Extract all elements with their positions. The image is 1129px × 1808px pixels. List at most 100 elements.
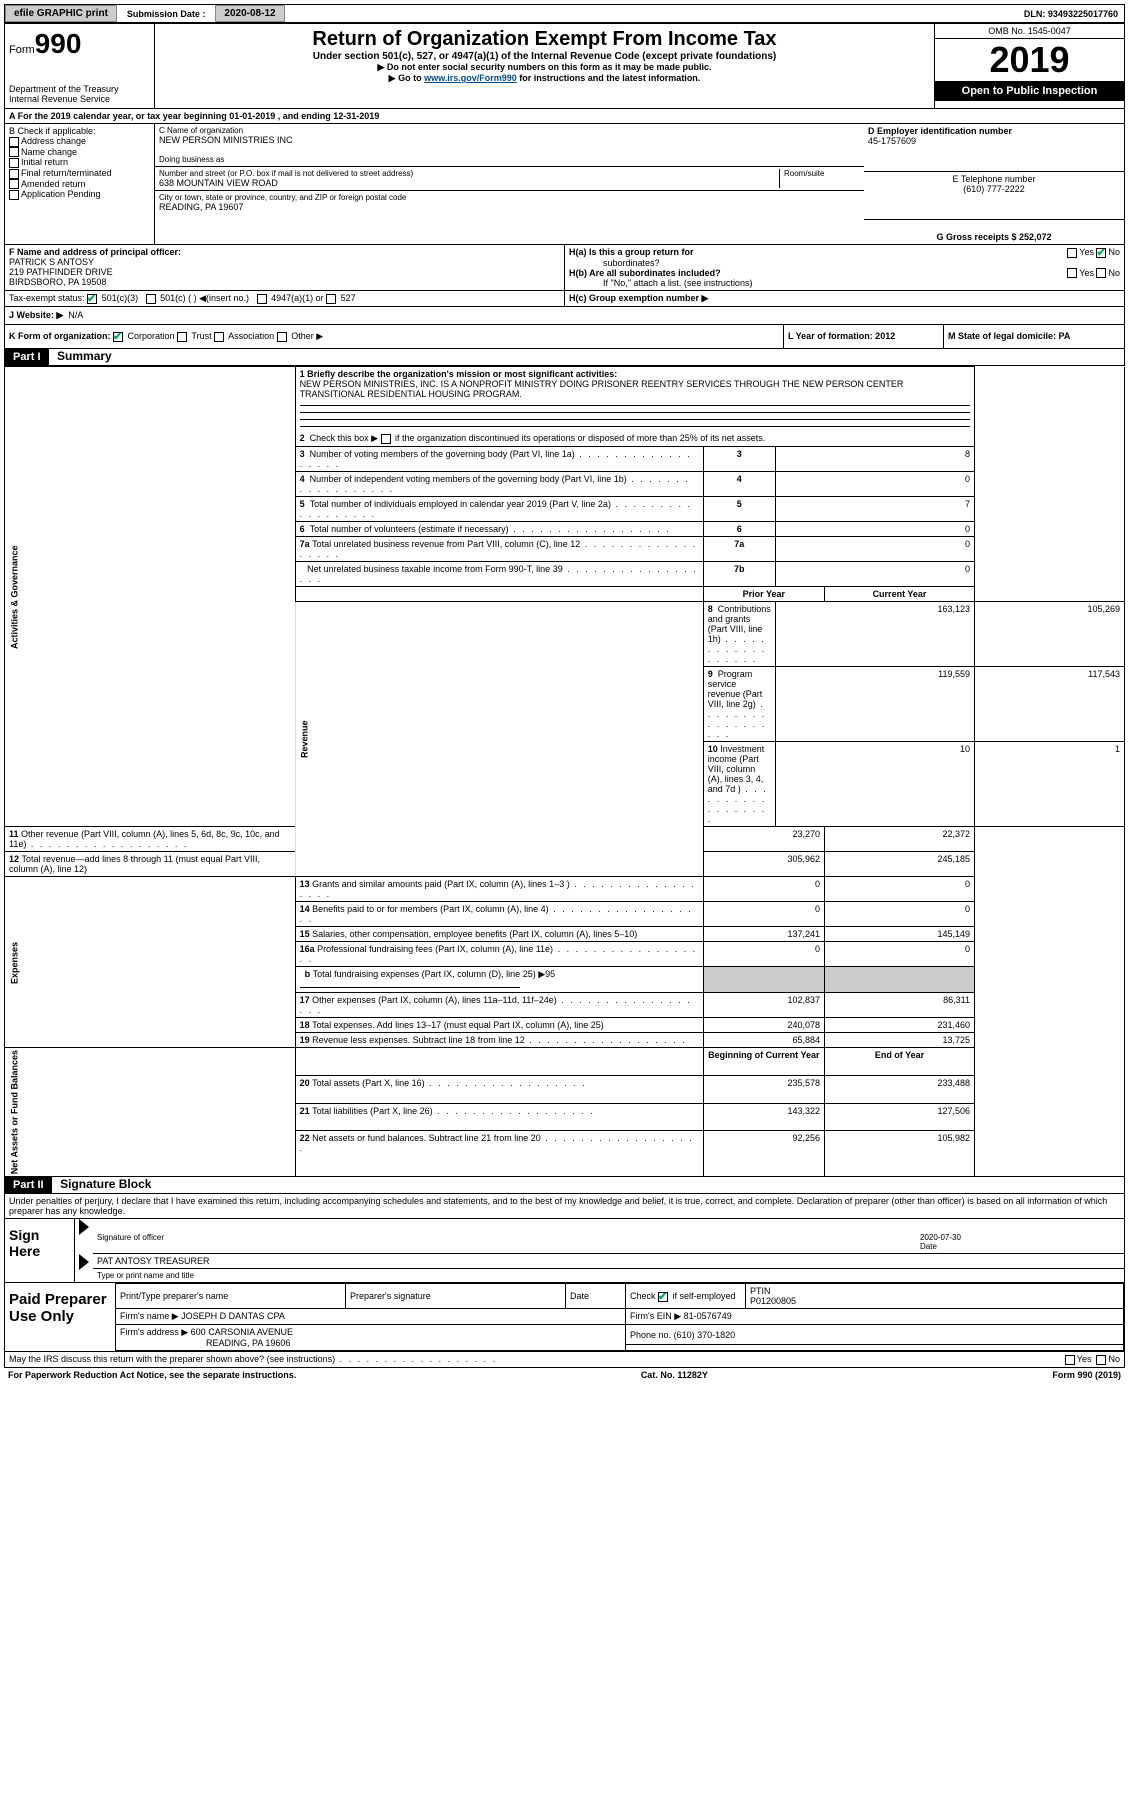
checkbox-assoc[interactable] bbox=[214, 332, 224, 342]
checkbox-hb-no[interactable] bbox=[1096, 268, 1106, 278]
hb-sub: If "No," attach a list. (see instruction… bbox=[569, 278, 1120, 288]
website-value: N/A bbox=[68, 310, 83, 320]
org-name-label: C Name of organization bbox=[159, 126, 860, 135]
section-bcd: B Check if applicable: Address change Na… bbox=[4, 124, 1125, 245]
firm-addr-label: Firm's address ▶ bbox=[120, 1327, 188, 1337]
top-bar: efile GRAPHIC print Submission Date : 20… bbox=[4, 4, 1125, 23]
checkbox-amended[interactable] bbox=[9, 179, 19, 189]
prep-check-text: Check if self-employed bbox=[630, 1291, 736, 1301]
section-a: A For the 2019 calendar year, or tax yea… bbox=[4, 109, 1125, 124]
ha-sub: subordinates? bbox=[569, 258, 1120, 268]
checkbox-self-employed[interactable] bbox=[658, 1292, 668, 1302]
checkbox-name-change[interactable] bbox=[9, 147, 19, 157]
dept-irs: Internal Revenue Service bbox=[9, 94, 150, 104]
firm-phone-label: Phone no. bbox=[630, 1330, 671, 1340]
prep-sig-label: Preparer's signature bbox=[346, 1284, 566, 1309]
footer-right: Form 990 (2019) bbox=[1052, 1370, 1121, 1380]
efile-print-button[interactable]: efile GRAPHIC print bbox=[5, 5, 117, 22]
q1-label: 1 Briefly describe the organization's mi… bbox=[300, 369, 618, 379]
form-990-page: efile GRAPHIC print Submission Date : 20… bbox=[0, 0, 1129, 1386]
form-number: Form990 bbox=[9, 28, 150, 60]
arrow-icon bbox=[79, 1219, 89, 1235]
checkbox-501c[interactable] bbox=[146, 294, 156, 304]
ein-label: D Employer identification number bbox=[868, 126, 1012, 136]
column-c: C Name of organization NEW PERSON MINIST… bbox=[155, 124, 864, 244]
side-expenses: Expenses bbox=[5, 877, 296, 1048]
side-revenue: Revenue bbox=[295, 602, 703, 877]
checkbox-trust[interactable] bbox=[177, 332, 187, 342]
checkbox-hb-yes[interactable] bbox=[1067, 268, 1077, 278]
checkbox-final-return[interactable] bbox=[9, 169, 19, 179]
page-footer: For Paperwork Reduction Act Notice, see … bbox=[4, 1368, 1125, 1382]
city-state-zip: READING, PA 19607 bbox=[159, 202, 860, 212]
checkbox-other[interactable] bbox=[277, 332, 287, 342]
checkbox-501c3[interactable] bbox=[87, 294, 97, 304]
irs-link[interactable]: www.irs.gov/Form990 bbox=[424, 73, 517, 83]
part1-title: Summary bbox=[51, 347, 118, 365]
part2-label: Part II bbox=[5, 1177, 52, 1193]
year-formation: L Year of formation: 2012 bbox=[788, 331, 895, 341]
prep-date-label: Date bbox=[566, 1284, 626, 1309]
omb-number: OMB No. 1545-0047 bbox=[935, 24, 1124, 39]
form-title: Return of Organization Exempt From Incom… bbox=[159, 28, 930, 51]
sign-here-label: Sign Here bbox=[5, 1219, 75, 1282]
discuss-text: May the IRS discuss this return with the… bbox=[9, 1354, 497, 1365]
dln-label: DLN: 93493225017760 bbox=[1018, 7, 1124, 21]
discuss-row: May the IRS discuss this return with the… bbox=[4, 1352, 1125, 1368]
checkbox-q2[interactable] bbox=[381, 434, 391, 444]
sig-date: 2020-07-30 bbox=[920, 1233, 961, 1242]
website-label: J Website: ▶ bbox=[9, 310, 63, 320]
checkbox-4947[interactable] bbox=[257, 294, 267, 304]
firm-addr1: 600 CARSONIA AVENUE bbox=[191, 1327, 293, 1337]
submission-label: Submission Date : bbox=[121, 7, 212, 21]
firm-phone: (610) 370-1820 bbox=[674, 1330, 736, 1340]
checkbox-discuss-no[interactable] bbox=[1096, 1355, 1106, 1365]
section-ih: Tax-exempt status: 501(c)(3) 501(c) ( ) … bbox=[4, 291, 1125, 307]
checkbox-address-change[interactable] bbox=[9, 137, 19, 147]
checkbox-527[interactable] bbox=[326, 294, 336, 304]
part1-table: Activities & Governance 1 Briefly descri… bbox=[4, 366, 1125, 1177]
col-b-title: B Check if applicable: bbox=[9, 126, 150, 136]
street-address: 638 MOUNTAIN VIEW ROAD bbox=[159, 178, 775, 188]
firm-ein-label: Firm's EIN ▶ bbox=[630, 1311, 681, 1321]
q1-value: NEW PERSON MINISTRIES, INC. IS A NONPROF… bbox=[300, 379, 904, 399]
room-label: Room/suite bbox=[780, 169, 860, 188]
tax-status-label: Tax-exempt status: bbox=[9, 293, 85, 303]
submission-date: 2020-08-12 bbox=[215, 5, 284, 22]
name-title-label: Type or print name and title bbox=[93, 1268, 1124, 1282]
footer-left: For Paperwork Reduction Act Notice, see … bbox=[8, 1370, 296, 1380]
firm-name-label: Firm's name ▶ bbox=[120, 1311, 179, 1321]
city-label: City or town, state or province, country… bbox=[159, 193, 860, 202]
tax-year: 2019 bbox=[935, 39, 1124, 81]
ptin-label: PTIN bbox=[750, 1286, 771, 1296]
open-inspection: Open to Public Inspection bbox=[935, 81, 1124, 101]
column-d: D Employer identification number 45-1757… bbox=[864, 124, 1124, 244]
state-domicile: M State of legal domicile: PA bbox=[948, 331, 1070, 341]
checkbox-corp[interactable] bbox=[113, 332, 123, 342]
checkbox-discuss-yes[interactable] bbox=[1065, 1355, 1075, 1365]
paid-preparer-label: Paid Preparer Use Only bbox=[5, 1283, 115, 1351]
checkbox-ha-no[interactable] bbox=[1096, 248, 1106, 258]
checkbox-initial-return[interactable] bbox=[9, 158, 19, 168]
checkbox-pending[interactable] bbox=[9, 190, 19, 200]
hc-label: H(c) Group exemption number ▶ bbox=[569, 293, 708, 303]
gross-receipts: G Gross receipts $ 252,072 bbox=[936, 232, 1051, 242]
part1-label: Part I bbox=[5, 349, 49, 365]
firm-name: JOSEPH D DANTAS CPA bbox=[181, 1311, 285, 1321]
column-b: B Check if applicable: Address change Na… bbox=[5, 124, 155, 244]
signer-name-title: PAT ANTOSY TREASURER bbox=[93, 1254, 1124, 1268]
part2-header: Part II Signature Block bbox=[4, 1177, 1125, 1194]
footer-mid: Cat. No. 11282Y bbox=[641, 1370, 708, 1380]
org-name: NEW PERSON MINISTRIES INC bbox=[159, 135, 860, 145]
ein-value: 45-1757609 bbox=[868, 136, 916, 146]
addr-label: Number and street (or P.O. box if mail i… bbox=[159, 169, 775, 178]
perjury-declaration: Under penalties of perjury, I declare th… bbox=[5, 1194, 1124, 1218]
section-j: J Website: ▶ N/A bbox=[4, 307, 1125, 325]
checkbox-ha-yes[interactable] bbox=[1067, 248, 1077, 258]
part2-title: Signature Block bbox=[54, 1175, 157, 1193]
firm-addr2: READING, PA 19606 bbox=[120, 1338, 290, 1348]
org-form-label: K Form of organization: bbox=[9, 331, 111, 341]
prep-name-label: Print/Type preparer's name bbox=[116, 1284, 346, 1309]
hb-label: H(b) Are all subordinates included? bbox=[569, 268, 721, 278]
dba-label: Doing business as bbox=[159, 155, 860, 164]
